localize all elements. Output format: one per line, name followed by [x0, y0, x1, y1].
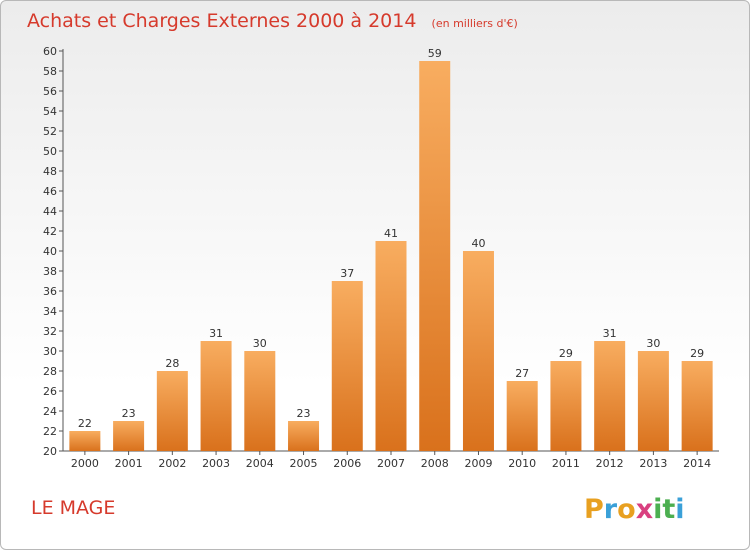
x-tick-label: 2000 — [71, 457, 99, 470]
y-tick-label: 36 — [43, 285, 57, 298]
y-tick-label: 56 — [43, 85, 57, 98]
x-tick-label: 2003 — [202, 457, 230, 470]
logo-letter: t — [662, 494, 675, 525]
bar — [681, 361, 713, 451]
bar — [156, 371, 188, 451]
x-tick-label: 2010 — [508, 457, 536, 470]
bar — [200, 341, 232, 451]
y-tick-label: 48 — [43, 165, 57, 178]
y-tick-label: 52 — [43, 125, 57, 138]
logo-letter: i — [653, 494, 662, 525]
bar-value-label: 31 — [209, 327, 223, 340]
y-tick-label: 28 — [43, 365, 57, 378]
bar — [550, 361, 582, 451]
x-tick-label: 2009 — [464, 457, 492, 470]
y-tick-label: 44 — [43, 205, 57, 218]
x-tick-label: 2004 — [246, 457, 274, 470]
bar — [288, 421, 320, 451]
y-tick-label: 30 — [43, 345, 57, 358]
y-tick-label: 22 — [43, 425, 57, 438]
y-tick-label: 26 — [43, 385, 57, 398]
y-tick-label: 60 — [43, 45, 57, 58]
bar-value-label: 29 — [559, 347, 573, 360]
location-name: LE MAGE — [31, 497, 115, 519]
bar — [331, 281, 363, 451]
bar-value-label: 31 — [603, 327, 617, 340]
y-tick-label: 20 — [43, 445, 57, 458]
axes: 20 22 24 26 28 30 32 34 36 38 40 42 44 46 48 50 52 54 56 58… — [43, 45, 719, 470]
chart-title: Achats et Charges Externes 2000 à 2014 — [27, 10, 416, 32]
logo-letter: x — [636, 494, 653, 525]
bar-value-label: 41 — [384, 227, 398, 240]
bar — [506, 381, 538, 451]
bar — [375, 241, 407, 451]
proxiti-logo: Proxiti — [584, 494, 685, 525]
bar — [637, 351, 669, 451]
x-tick-label: 2013 — [639, 457, 667, 470]
bar-value-label: 22 — [78, 417, 92, 430]
y-tick-label: 46 — [43, 185, 57, 198]
bar — [462, 251, 494, 451]
bar — [594, 341, 626, 451]
bar-value-label: 28 — [165, 357, 179, 370]
x-tick-label: 2012 — [596, 457, 624, 470]
x-tick-label: 2007 — [377, 457, 405, 470]
bar-value-label: 59 — [428, 47, 442, 60]
logo-letter: o — [617, 494, 636, 525]
y-tick-label: 58 — [43, 65, 57, 78]
bar — [419, 61, 451, 451]
x-tick-label: 2002 — [158, 457, 186, 470]
bar — [113, 421, 145, 451]
y-tick-label: 42 — [43, 225, 57, 238]
bar — [69, 431, 101, 451]
bar-value-label: 29 — [690, 347, 704, 360]
bar-value-label: 23 — [122, 407, 136, 420]
x-tick-label: 2005 — [290, 457, 318, 470]
bar-value-label: 37 — [340, 267, 354, 280]
bar — [244, 351, 276, 451]
x-tick-label: 2008 — [421, 457, 449, 470]
y-tick-label: 24 — [43, 405, 57, 418]
chart-subtitle: (en milliers d'€) — [432, 17, 518, 30]
bar-value-label: 40 — [471, 237, 485, 250]
bar-value-label: 27 — [515, 367, 529, 380]
logo-letter: P — [584, 494, 604, 525]
chart-title-group: Achats et Charges Externes 2000 à 2014 (… — [27, 10, 518, 32]
y-tick-label: 32 — [43, 325, 57, 338]
logo-letter: r — [604, 494, 618, 525]
x-tick-label: 2011 — [552, 457, 580, 470]
bars: 22 23 28 31 30 23 37 41 59 40 27 29 31 30 29 — [69, 47, 713, 451]
x-tick-label: 2001 — [115, 457, 143, 470]
y-tick-label: 38 — [43, 265, 57, 278]
x-tick-label: 2014 — [683, 457, 711, 470]
y-tick-label: 50 — [43, 145, 57, 158]
bar-value-label: 30 — [253, 337, 267, 350]
logo-letter: i — [675, 494, 684, 525]
x-tick-label: 2006 — [333, 457, 361, 470]
y-tick-label: 40 — [43, 245, 57, 258]
bar-value-label: 30 — [646, 337, 660, 350]
y-tick-label: 34 — [43, 305, 57, 318]
y-tick-label: 54 — [43, 105, 57, 118]
bar-value-label: 23 — [297, 407, 311, 420]
